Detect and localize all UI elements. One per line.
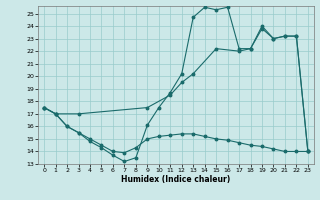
X-axis label: Humidex (Indice chaleur): Humidex (Indice chaleur) [121, 175, 231, 184]
